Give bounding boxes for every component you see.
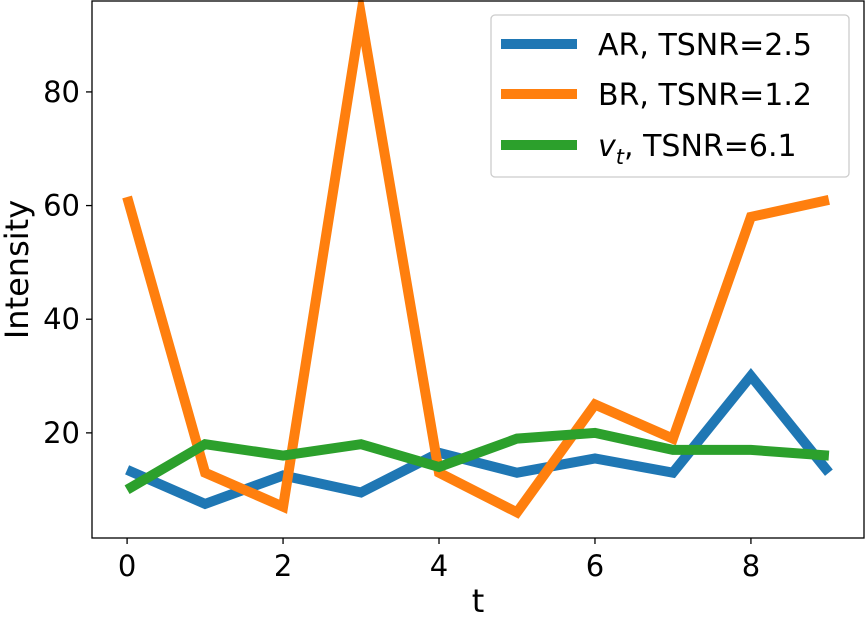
x-axis-label: t [472,582,485,620]
legend: AR, TSNR=2.5 BR, TSNR=1.2 vt, TSNR=6.1 [490,14,850,178]
y-tick-label: 60 [43,189,80,223]
x-tick-label: 2 [274,549,292,583]
legend-label-br: BR, TSNR=1.2 [598,78,812,113]
y-tick-label: 20 [43,416,80,450]
y-tick-label: 40 [43,302,80,336]
plot-frame [91,0,865,539]
legend-box [490,14,850,178]
legend-label-ar: AR, TSNR=2.5 [598,28,812,63]
x-tick-label: 0 [118,549,136,583]
legend-label-vt: vt, TSNR=6.1 [598,129,797,169]
series-line-1 [122,0,830,519]
legend-label-vt-main: v [598,129,617,164]
series-line-2 [124,427,830,495]
y-axis-label: Intensity [0,200,36,339]
legend-label-vt-sub: t [616,145,625,169]
x-tick-label: 8 [742,549,760,583]
x-tick-label: 4 [430,549,448,583]
y-tick-label: 80 [43,75,80,109]
x-tick-label: 6 [586,549,604,583]
series-layer [122,0,833,519]
ticks-layer: 0 2 4 6 8 20 40 60 80 [43,75,760,583]
legend-label-vt-rest: , TSNR=6.1 [624,129,797,164]
